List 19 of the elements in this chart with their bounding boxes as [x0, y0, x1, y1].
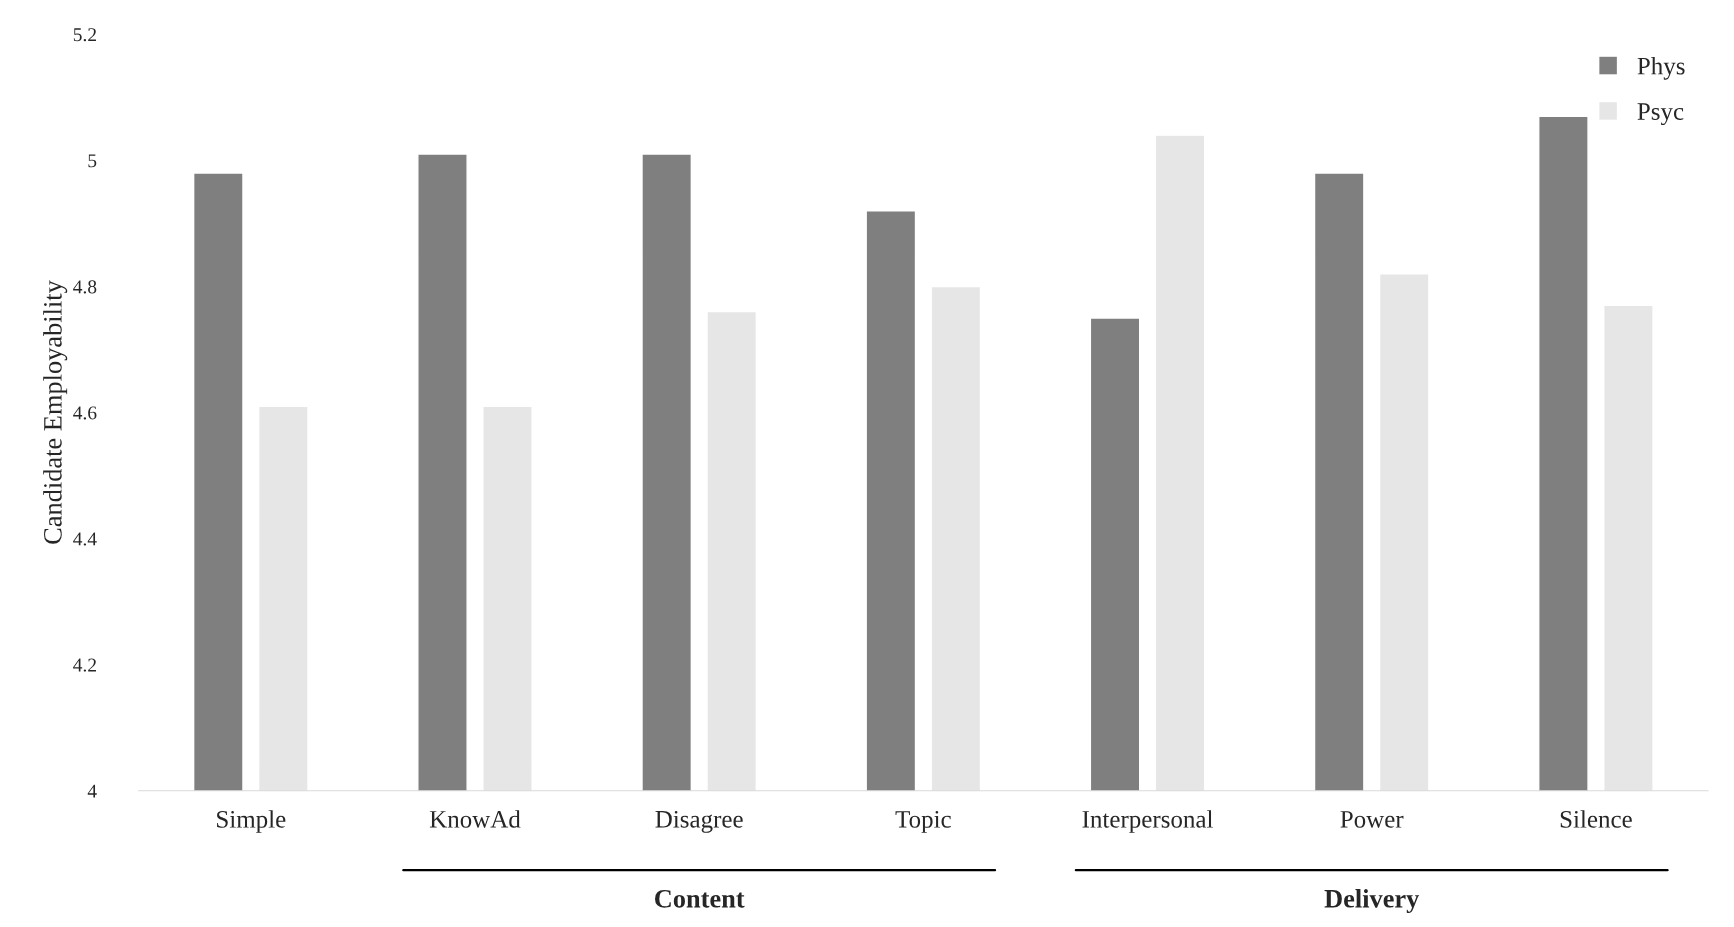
y-tick-label: 4.4 [73, 532, 97, 546]
x-tick-label: Simple [217, 810, 286, 833]
x-tick-label: Power [1340, 811, 1404, 828]
y-tick-label: 4.8 [73, 280, 97, 294]
x-tick-label: Disagree [655, 810, 743, 833]
x-tick-label: Silence [1560, 810, 1632, 828]
text: Delivery [1324, 889, 1420, 914]
y-tick-label: 5 [88, 154, 97, 168]
y-tick-label: 5.2 [73, 28, 96, 42]
y-tick-label: 4.2 [73, 658, 96, 672]
x-tick-label: Topic [895, 810, 951, 833]
text: Content [655, 889, 745, 908]
y-tick-label: 4.6 [73, 406, 97, 420]
y-tick-label: 4 [87, 784, 97, 798]
x-tick-label: Interpersonal [1082, 810, 1213, 833]
legend-label: Phys [1637, 56, 1685, 80]
y-axis-title: Candidate Employability [43, 280, 68, 544]
legend-label: Psyc [1637, 103, 1684, 126]
x-tick-label: KnowAd [429, 810, 521, 828]
